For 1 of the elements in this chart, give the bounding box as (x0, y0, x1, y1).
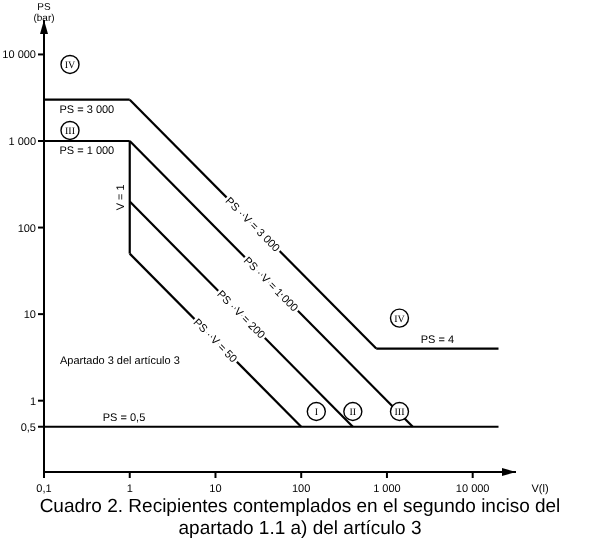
text: Cuadro 2. Recipientes contemplados en el segundo inciso del apartado 1.1 a) del artículo 3 (37, 496, 563, 540)
